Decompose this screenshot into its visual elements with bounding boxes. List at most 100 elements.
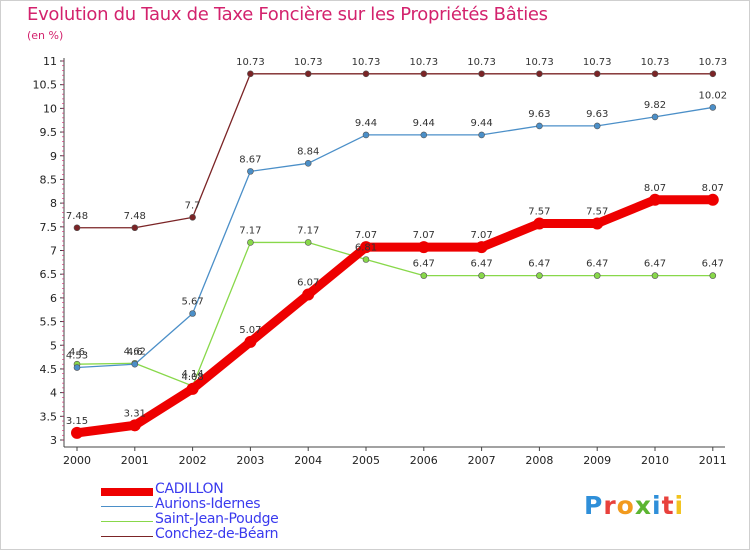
x-tick-label: 2007 [468,454,496,467]
data-point-aurions-idernes [304,160,312,167]
data-label-saint-jean-poudge: 6.47 [644,259,666,270]
data-label-cadillon: 4.08 [181,372,203,383]
legend-item-cadillon[interactable]: CADILLON [101,481,321,499]
data-point-aurions-idernes [651,113,659,121]
data-point-cadillon [71,426,83,439]
x-tick-label: 2008 [525,454,553,467]
data-point-saint-jean-poudge [420,272,428,279]
data-point-aurions-idernes [247,168,254,175]
data-point-cadillon [244,335,257,348]
y-tick-label: 9.5 [40,126,58,139]
data-label-aurions-idernes: 8.67 [239,154,261,165]
data-label-conchez-de-bearn: 7.7 [185,200,201,211]
data-label-conchez-de-bearn: 10.73 [698,57,727,68]
data-point-saint-jean-poudge [362,256,370,263]
data-label-cadillon: 7.07 [413,230,435,241]
data-point-conchez-de-bearn [651,70,659,78]
x-tick-label: 2004 [294,454,322,467]
data-point-cadillon [649,193,661,206]
logo-letter: o [616,491,635,520]
legend-item-aurions-idernes[interactable]: Aurions-Idernes [101,496,321,514]
data-point-conchez-de-bearn [362,70,370,78]
legend-label-saint-jean-poudge: Saint-Jean-Poudge [155,511,279,527]
data-label-saint-jean-poudge: 4.6 [69,347,85,358]
x-tick-label: 2001 [121,454,149,467]
logo-letter: r [603,491,617,520]
data-point-conchez-de-bearn [247,70,254,78]
data-point-cadillon [591,217,604,230]
data-label-cadillon: 5.07 [239,325,261,336]
data-label-saint-jean-poudge: 6.47 [702,259,724,270]
series-line-aurions-idernes [76,106,714,369]
data-point-aurions-idernes [420,131,428,139]
legend-swatch-aurions-idernes [101,506,153,507]
legend-swatch-saint-jean-poudge [101,521,153,522]
data-label-saint-jean-poudge: 7.17 [239,225,261,236]
y-tick-label: 5 [50,339,57,352]
data-point-cadillon [128,419,141,432]
data-point-conchez-de-bearn [73,224,81,232]
data-point-conchez-de-bearn [593,70,601,78]
x-tick-label: 2009 [583,454,611,467]
logo-letter: i [652,491,662,520]
data-label-conchez-de-bearn: 10.73 [525,57,554,68]
data-label-cadillon: 8.07 [702,183,724,194]
x-tick-label: 2003 [236,454,264,467]
data-point-cadillon [475,241,488,254]
logo-letter: x [634,491,652,520]
data-label-cadillon: 8.07 [644,183,666,194]
data-label-cadillon: 7.57 [528,206,550,217]
data-point-cadillon [360,241,372,254]
data-point-cadillon [186,382,199,395]
data-point-conchez-de-bearn [420,70,428,78]
data-label-saint-jean-poudge: 6.47 [528,259,550,270]
data-label-saint-jean-poudge: 6.47 [470,259,492,270]
data-label-aurions-idernes: 9.44 [355,118,377,129]
y-tick-label: 3 [50,434,57,447]
data-point-conchez-de-bearn [478,70,485,78]
y-tick-label: 4 [50,387,57,400]
legend-item-saint-jean-poudge[interactable]: Saint-Jean-Poudge [101,511,321,529]
y-tick-label: 6 [50,292,57,305]
data-point-saint-jean-poudge [247,239,254,246]
data-point-aurions-idernes [709,104,717,111]
data-label-aurions-idernes: 9.44 [413,118,435,129]
data-point-cadillon [706,193,719,206]
data-point-aurions-idernes [362,131,370,139]
data-label-aurions-idernes: 4.53 [66,351,88,362]
data-label-conchez-de-bearn: 7.48 [124,211,146,222]
y-tick-label: 7 [50,245,57,258]
data-point-cadillon [302,288,315,301]
y-tick-label: 3.5 [40,410,58,423]
y-tick-label: 11 [43,55,57,68]
data-label-conchez-de-bearn: 10.73 [236,57,265,68]
data-label-saint-jean-poudge: 6.81 [355,243,377,254]
y-tick-label: 8 [50,197,57,210]
legend-label-aurions-idernes: Aurions-Idernes [155,496,261,512]
data-point-saint-jean-poudge [478,272,485,279]
chart-title: Evolution du Taux de Taxe Foncière sur l… [27,4,548,25]
legend-item-conchez-de-bearn[interactable]: Conchez-de-Béarn [101,526,321,544]
data-point-saint-jean-poudge [304,239,312,246]
series-line-conchez-de-bearn [76,73,714,229]
x-tick-label: 2000 [63,454,91,467]
y-unit-label: (en %) [27,29,64,42]
data-point-cadillon [533,217,546,230]
data-label-saint-jean-poudge: 7.17 [297,225,319,236]
y-tick-label: 4.5 [40,363,58,376]
data-label-conchez-de-bearn: 10.73 [409,57,438,68]
data-label-cadillon: 3.31 [124,408,146,419]
data-label-conchez-de-bearn: 10.73 [352,57,381,68]
y-tick-label: 7.5 [40,221,58,234]
data-point-conchez-de-bearn [536,70,543,78]
data-label-conchez-de-bearn: 10.73 [583,57,612,68]
x-tick-label: 2006 [410,454,438,467]
legend-swatch-cadillon [101,488,153,496]
data-label-saint-jean-poudge: 4.62 [124,346,146,357]
x-tick-label: 2002 [179,454,207,467]
data-point-aurions-idernes [189,310,196,317]
data-point-aurions-idernes [593,122,601,130]
legend-label-cadillon: CADILLON [155,481,224,497]
